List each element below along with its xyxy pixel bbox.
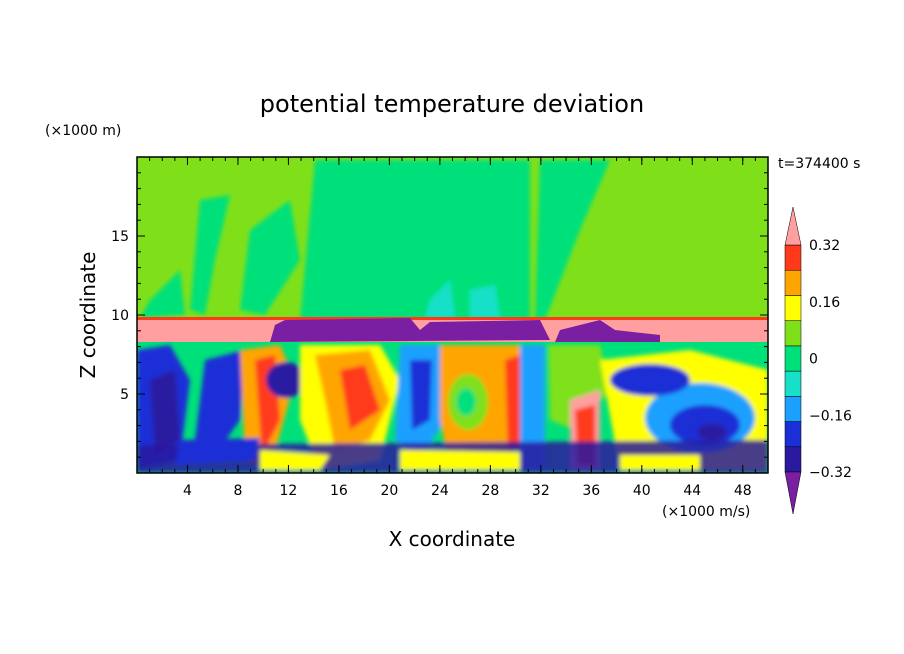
x-tick-label: 36: [582, 483, 600, 499]
x-axis: 4 8 12 16 20 24 28 32 36 40 44 48: [149, 157, 756, 499]
x-tick-label: 8: [233, 483, 242, 499]
colorbar-swatch: [784, 244, 802, 271]
time-label: t=374400 s: [778, 156, 860, 172]
colorbar-swatch: [784, 320, 802, 347]
y-tick-label: 5: [120, 387, 129, 403]
contour-field: [137, 157, 768, 473]
colorbar-extend-low: [784, 471, 802, 515]
colorbar-swatch: [784, 269, 802, 296]
colorbar-tick-label: 0.32: [809, 238, 840, 254]
x-tick-label: 40: [633, 483, 651, 499]
colorbar-tick-label: −0.16: [809, 408, 852, 424]
x-tick-label: 4: [183, 483, 192, 499]
colorbar-swatch: [784, 446, 802, 473]
x-tick-label: 20: [380, 483, 398, 499]
colorbar-swatch: [784, 421, 802, 448]
y-tick-label: 10: [111, 308, 129, 324]
y-axis-unit: (×1000 m): [45, 123, 121, 139]
x-tick-label: 16: [330, 483, 348, 499]
x-tick-label: 44: [683, 483, 701, 499]
colorbar-swatch: [784, 295, 802, 321]
colorbar: 0.32 0.16 0 −0.16 −0.32: [784, 206, 852, 515]
colorbar-swatch: [784, 370, 802, 397]
colorbar-extend-high: [784, 206, 802, 246]
colorbar-swatch: [784, 396, 802, 422]
x-tick-label: 48: [734, 483, 752, 499]
upper-cool-plumes: [140, 160, 610, 320]
x-axis-label: X coordinate: [389, 527, 516, 551]
colorbar-swatch: [784, 345, 802, 372]
x-tick-label: 28: [481, 483, 499, 499]
x-tick-label: 32: [532, 483, 550, 499]
colorbar-tick-label: 0: [809, 352, 818, 368]
y-tick-label: 15: [111, 229, 129, 245]
colorbar-tick-label: 0.16: [809, 295, 840, 311]
y-axis: 5 10 15: [111, 172, 768, 458]
anvil-cloud: [270, 318, 550, 342]
y-axis-label: Z coordinate: [76, 252, 100, 379]
x-tick-label: 12: [280, 483, 298, 499]
x-axis-unit: (×1000 m/s): [662, 504, 750, 520]
colorbar-tick-label: −0.32: [809, 465, 852, 481]
chart-title: potential temperature deviation: [260, 90, 644, 118]
x-tick-label: 24: [431, 483, 449, 499]
